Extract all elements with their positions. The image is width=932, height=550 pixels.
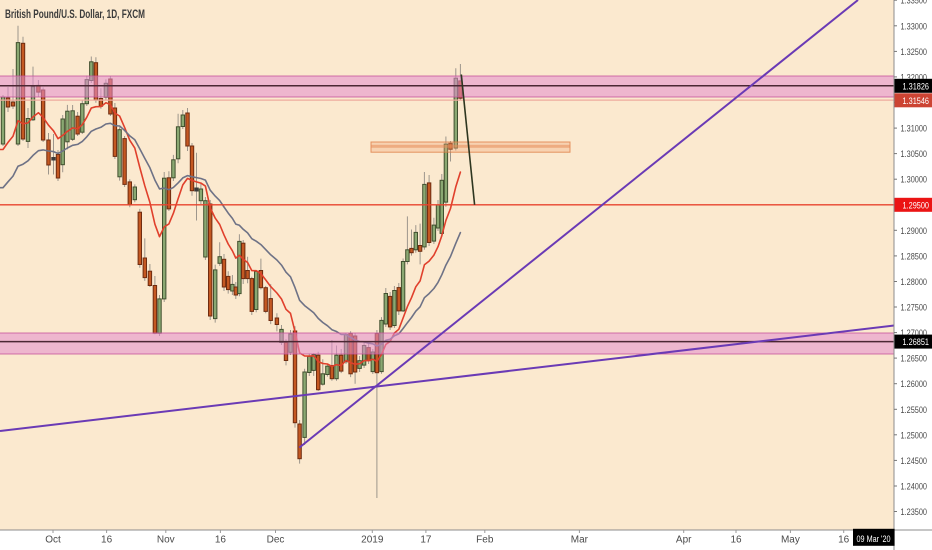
svg-text:2019: 2019 — [361, 535, 384, 546]
svg-text:1.31826: 1.31826 — [903, 81, 930, 92]
svg-text:1.29000: 1.29000 — [901, 226, 928, 237]
svg-text:May: May — [781, 535, 800, 546]
svg-text:Mar: Mar — [571, 535, 589, 546]
svg-text:1.30500: 1.30500 — [901, 149, 928, 160]
svg-text:17: 17 — [420, 535, 432, 546]
svg-text:16: 16 — [730, 535, 742, 546]
svg-text:16: 16 — [838, 535, 850, 546]
svg-text:16: 16 — [101, 535, 113, 546]
svg-text:16: 16 — [215, 535, 227, 546]
svg-text:1.25000: 1.25000 — [901, 430, 928, 441]
svg-text:1.23500: 1.23500 — [901, 507, 928, 518]
svg-text:1.26500: 1.26500 — [901, 354, 928, 365]
svg-text:1.26851: 1.26851 — [903, 337, 930, 348]
svg-text:1.24500: 1.24500 — [901, 456, 928, 467]
svg-text:1.31546: 1.31546 — [903, 96, 930, 107]
svg-text:1.27000: 1.27000 — [901, 328, 928, 339]
svg-text:1.25500: 1.25500 — [901, 405, 928, 416]
svg-text:1.32000: 1.32000 — [901, 72, 928, 83]
svg-text:1.33000: 1.33000 — [901, 21, 928, 32]
svg-text:1.24000: 1.24000 — [901, 482, 928, 493]
svg-text:1.28500: 1.28500 — [901, 251, 928, 262]
svg-text:Nov: Nov — [157, 535, 175, 546]
svg-text:1.27500: 1.27500 — [901, 303, 928, 314]
svg-text:British Pound/U.S. Dollar, 1D,: British Pound/U.S. Dollar, 1D, FXCM — [5, 9, 145, 21]
svg-text:1.29500: 1.29500 — [903, 200, 930, 211]
svg-text:Dec: Dec — [267, 535, 285, 546]
svg-text:09 Mar '20: 09 Mar '20 — [857, 534, 891, 545]
svg-text:Apr: Apr — [676, 535, 692, 546]
svg-text:1.28000: 1.28000 — [901, 277, 928, 288]
svg-text:1.33500: 1.33500 — [901, 0, 928, 7]
svg-text:1.30000: 1.30000 — [901, 175, 928, 186]
svg-text:1.32500: 1.32500 — [901, 47, 928, 58]
svg-text:1.31000: 1.31000 — [901, 124, 928, 135]
svg-text:1.26000: 1.26000 — [901, 379, 928, 390]
svg-text:Feb: Feb — [476, 535, 494, 546]
svg-text:Oct: Oct — [45, 535, 61, 546]
